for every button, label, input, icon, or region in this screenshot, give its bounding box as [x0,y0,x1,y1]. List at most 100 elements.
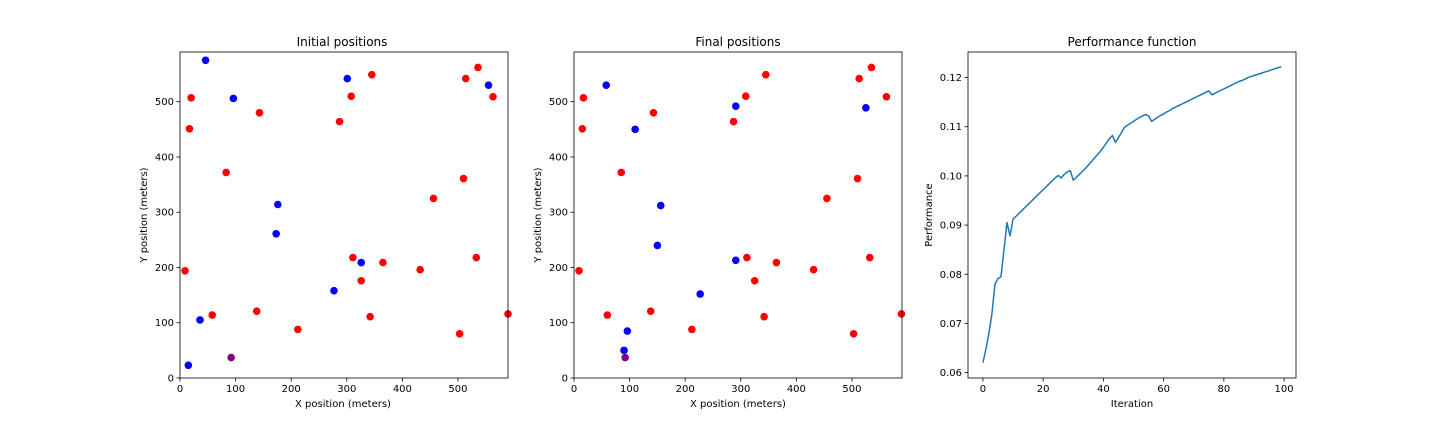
data-point [181,267,189,275]
y-tick-label: 0.08 [940,270,962,281]
data-point [429,194,438,203]
data-point [461,74,470,83]
data-point [897,310,906,318]
y-tick-label: 0.09 [940,221,962,232]
chart-title: Initial positions [297,35,388,49]
axes-frame [573,51,903,379]
axes-2: 0 100 200 300 400 500 0 100 200 300 400 500 [549,51,906,395]
data-point [196,316,204,324]
data-point [855,74,863,83]
data-point [335,117,344,126]
panel-performance-function: Performance function Iteration Performan… [924,35,1196,410]
data-point [849,330,858,338]
data-point [741,92,750,100]
data-point [862,104,870,112]
y-tick-label: 0 [168,374,174,385]
data-point [575,267,583,275]
data-point [731,256,740,265]
data-point [867,63,876,72]
data-point [649,108,658,117]
y-tick-label: 200 [549,263,568,274]
x-tick-label: 100 [226,384,245,395]
x-axis-label: X position (meters) [690,399,786,410]
y-tick-label: 0.06 [940,368,962,379]
axes-frame [967,51,1297,379]
x-tick-label: 200 [282,384,301,395]
y-tick-label: 200 [155,263,174,274]
x-tick-label: 100 [1275,384,1294,395]
x-tick-label: 300 [731,384,750,395]
data-point [579,94,588,102]
x-tick-label: 400 [787,384,806,395]
data-point [255,108,264,117]
y-tick-label: 500 [155,97,174,108]
data-point [603,311,612,319]
data-point [347,92,356,100]
data-point [201,56,210,65]
data-point [865,253,874,262]
data-point [459,174,468,183]
data-point [617,168,626,177]
y-tick-label: 300 [155,208,174,219]
x-axis-label: X position (meters) [295,399,391,410]
data-point [772,258,781,267]
x-tick-label: 40 [1097,384,1110,395]
axes-3: 0 20 40 60 80 100 0.06 0.07 0.08 0.09 0.10 0.11 0.12 [940,51,1297,395]
scatter-points [181,56,512,370]
y-axis-label: Y position (meters) [533,167,544,263]
data-point [696,290,704,298]
scatter-points [575,63,906,362]
data-point [208,311,217,319]
chart-title: Final positions [695,35,780,49]
axes-frame [179,51,509,379]
data-point [227,353,235,362]
axes-1: 0 100 200 300 400 500 0 100 200 300 400 500 [155,51,512,395]
data-point [489,92,497,101]
x-tick-label: 100 [620,384,639,395]
data-point [729,117,738,126]
x-tick-label: 20 [1037,384,1050,395]
y-tick-label: 100 [549,318,568,329]
data-point [653,241,662,250]
panel-final-positions: Final positions X position (meters) Y po… [533,35,786,410]
data-point [762,70,770,79]
data-point [229,94,238,103]
data-point [750,276,759,285]
data-point [823,194,831,203]
y-tick-label: 400 [549,152,568,163]
panel-initial-positions: Initial positions X position (meters) Y … [139,35,391,410]
data-point [484,81,493,89]
x-tick-label: 80 [1217,384,1230,395]
data-point [349,253,357,262]
x-tick-label: 400 [393,384,412,395]
x-tick-label: 0 [177,384,183,395]
x-tick-label: 0 [571,384,577,395]
data-point [620,346,628,355]
data-point [743,253,751,262]
y-tick-label: 400 [155,152,174,163]
data-point [882,92,891,101]
y-tick-label: 100 [155,318,174,329]
data-point [416,265,424,274]
data-point [185,125,194,133]
x-axis-label: Iteration [1111,399,1153,410]
data-point [294,325,302,334]
data-point [357,258,366,267]
data-point [602,81,611,89]
x-tick-label: 60 [1157,384,1170,395]
data-point [809,265,818,274]
data-point [455,330,464,338]
y-axis-label: Performance [924,183,935,246]
data-point [853,174,862,183]
data-point [330,286,338,295]
data-point [760,312,768,321]
series-line [982,66,1282,363]
y-tick-label: 0.10 [940,171,962,182]
y-tick-label: 0.11 [940,122,962,133]
y-tick-label: 300 [549,208,568,219]
data-point [631,125,639,134]
data-point [368,70,376,79]
data-point [688,325,696,334]
data-point [357,276,366,285]
